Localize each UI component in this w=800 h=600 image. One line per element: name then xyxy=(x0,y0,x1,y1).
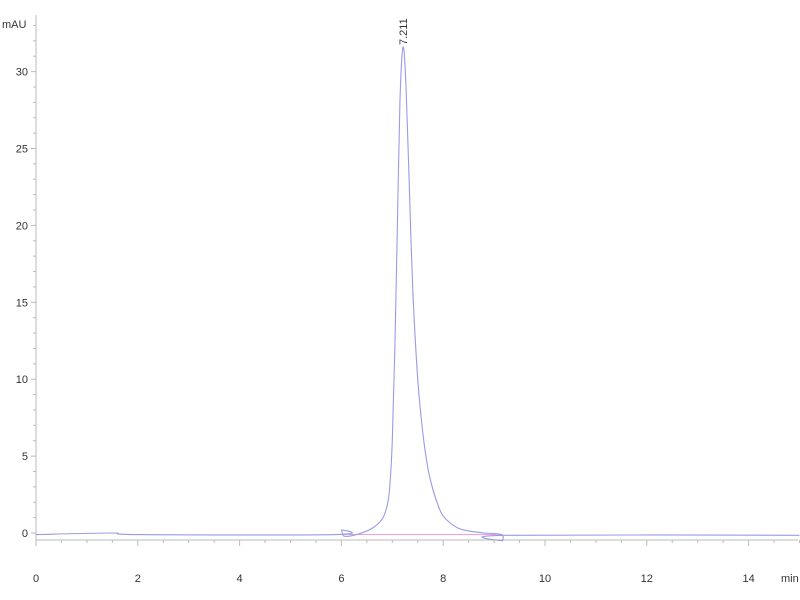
x-tick-label: 4 xyxy=(237,573,243,585)
x-tick-label: 12 xyxy=(641,573,653,585)
y-tick-label: 10 xyxy=(16,374,28,386)
x-tick-label: 14 xyxy=(742,573,754,585)
y-tick-label: 25 xyxy=(16,144,28,156)
y-tick-label: 30 xyxy=(16,67,28,79)
y-tick-label: 20 xyxy=(16,220,28,232)
y-axis-label: mAU xyxy=(2,19,27,31)
x-axis-label: min xyxy=(781,573,799,585)
x-tick-label: 8 xyxy=(440,573,446,585)
x-tick-label: 6 xyxy=(338,573,344,585)
y-tick-label: 5 xyxy=(22,451,28,463)
x-tick-label: 2 xyxy=(135,573,141,585)
peak-label: 7.211 xyxy=(398,18,410,45)
y-tick-label: 0 xyxy=(22,528,28,540)
x-tick-label: 10 xyxy=(539,573,551,585)
y-tick-label: 15 xyxy=(16,297,28,309)
x-tick-label: 0 xyxy=(33,573,39,585)
chromatogram-trace xyxy=(35,46,800,542)
